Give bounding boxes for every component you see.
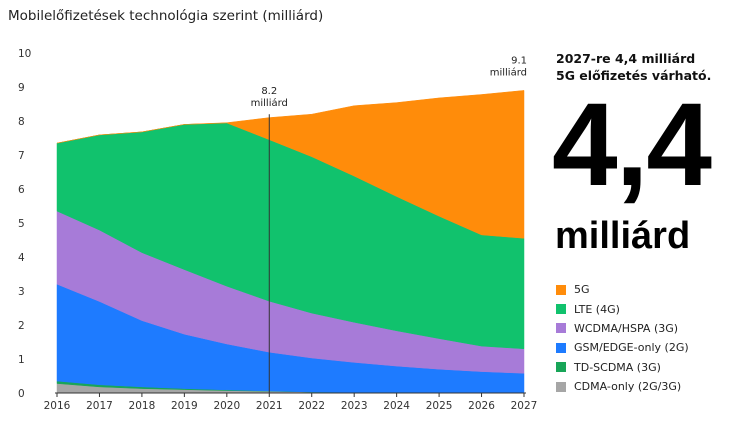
y-tick-label: 10 (18, 48, 31, 60)
annotation-label: 9.1 (511, 56, 527, 67)
legend-item-5g: 5G (556, 280, 689, 299)
x-tick-label: 2018 (129, 400, 156, 412)
x-tick-label: 2025 (426, 400, 453, 412)
y-tick-label: 6 (18, 184, 25, 196)
y-tick-label: 5 (18, 218, 25, 230)
y-tick-label: 0 (18, 388, 25, 400)
legend-label: 5G (574, 283, 590, 297)
y-tick-label: 2 (18, 320, 25, 332)
headline: 2027-re 4,4 milliárd 5G előfizetés várha… (556, 50, 711, 84)
legend-item-td-scdma-3g: TD-SCDMA (3G) (556, 358, 689, 377)
y-tick-label: 9 (18, 82, 25, 94)
x-tick-label: 2024 (383, 400, 410, 412)
legend-swatch (556, 342, 566, 353)
y-tick-label: 3 (18, 286, 25, 298)
legend-label: GSM/EDGE-only (2G) (574, 341, 689, 355)
legend-label: WCDMA/HSPA (3G) (574, 321, 679, 335)
area-5g (56, 90, 525, 239)
headline-line-1: 2027-re 4,4 milliárd (556, 51, 696, 66)
y-tick-label: 7 (18, 150, 25, 162)
x-tick-label: 2017 (86, 400, 113, 412)
legend-swatch (556, 381, 566, 392)
legend-swatch (556, 323, 566, 334)
legend-label: TD-SCDMA (3G) (574, 360, 661, 374)
x-tick-label: 2020 (213, 400, 240, 412)
annotation-label: milliárd (251, 97, 288, 109)
chart-title: Mobilelőfizetések technológia szerint (m… (8, 8, 324, 24)
x-tick-label: 2021 (256, 400, 283, 412)
annotation-label: 8.2 (261, 86, 277, 97)
y-tick-label: 1 (18, 354, 25, 366)
legend: 5G LTE (4G) WCDMA/HSPA (3G) GSM/EDGE-only (… (556, 280, 689, 396)
x-tick-label: 2019 (171, 400, 198, 412)
big-number-unit: milliárd (555, 215, 691, 257)
x-tick-label: 2022 (298, 400, 325, 412)
legend-item-wcdma-hspa-3g: WCDMA/HSPA (3G) (556, 319, 689, 338)
legend-swatch (556, 304, 566, 315)
legend-label: LTE (4G) (574, 302, 620, 316)
y-tick-label: 8 (18, 116, 25, 128)
legend-swatch (556, 284, 566, 295)
x-tick-label: 2023 (341, 400, 368, 412)
x-tick-label: 2026 (468, 400, 495, 412)
y-tick-label: 4 (18, 252, 25, 264)
legend-swatch (556, 362, 566, 373)
legend-item-gsm-edge-only-2g: GSM/EDGE-only (2G) (556, 338, 689, 357)
legend-item-lte-4g: LTE (4G) (556, 299, 689, 318)
legend-label: CDMA-only (2G/3G) (574, 380, 682, 394)
big-number: 4,4 (552, 79, 712, 211)
x-tick-label: 2016 (44, 400, 71, 412)
annotation-label: milliárd (490, 67, 527, 79)
legend-item-cdma-only-2g-3g: CDMA-only (2G/3G) (556, 377, 689, 396)
x-tick-label: 2027 (511, 400, 538, 412)
headline-line-2: 5G előfizetés várható. (556, 68, 712, 83)
